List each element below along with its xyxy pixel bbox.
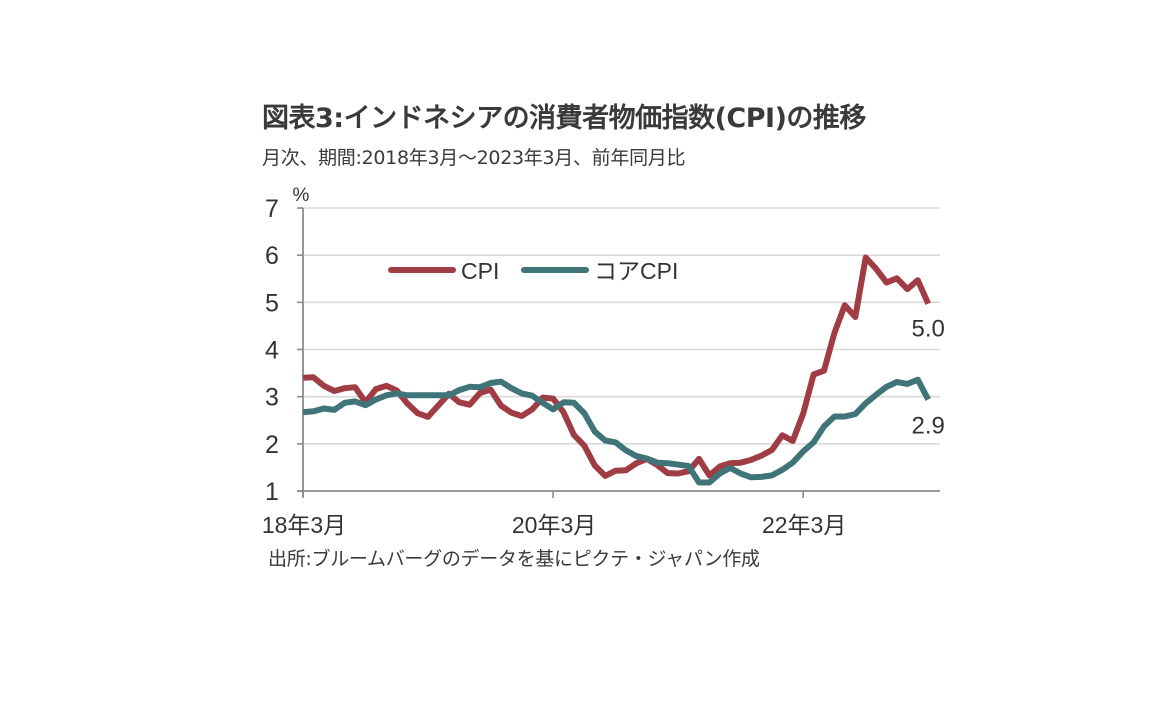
end-labels: 5.0 2.9 — [912, 316, 945, 440]
legend-label-cpi: CPI — [461, 258, 499, 284]
y-tick-label: 2 — [265, 431, 279, 459]
y-tick-label: 3 — [265, 384, 279, 412]
series-line-cpi — [302, 254, 931, 479]
axes: 1 2 3 4 5 6 7 % 18年3月 20年3月 22年3月 — [262, 185, 940, 538]
x-tick-label: 22年3月 — [762, 512, 846, 538]
y-tick-label: 4 — [265, 337, 279, 365]
x-tick-label: 20年3月 — [512, 512, 596, 538]
end-label-core-cpi: 2.9 — [912, 412, 945, 439]
gridlines — [303, 207, 940, 445]
y-tick-label: 5 — [265, 289, 279, 317]
series-lines — [302, 254, 931, 486]
x-tick-label: 18年3月 — [262, 512, 346, 538]
legend: CPI コアCPI — [388, 258, 678, 284]
y-tick-label: 1 — [265, 478, 279, 506]
y-tick-label: 6 — [265, 242, 279, 270]
chart-subtitle: 月次、期間:2018年3月～2023年3月、前年同月比 — [262, 147, 686, 169]
y-tick-label: 7 — [265, 195, 279, 223]
chart-title: 図表3:インドネシアの消費者物価指数(CPI)の推移 — [262, 103, 866, 134]
legend-label-core-cpi: コアCPI — [594, 258, 678, 284]
source-note: 出所:ブルームバーグのデータを基にピクテ・ジャパン作成 — [268, 548, 760, 570]
series-line-core-cpi — [302, 376, 931, 486]
end-label-cpi: 5.0 — [912, 316, 945, 343]
y-axis-unit-label: % — [293, 185, 310, 206]
